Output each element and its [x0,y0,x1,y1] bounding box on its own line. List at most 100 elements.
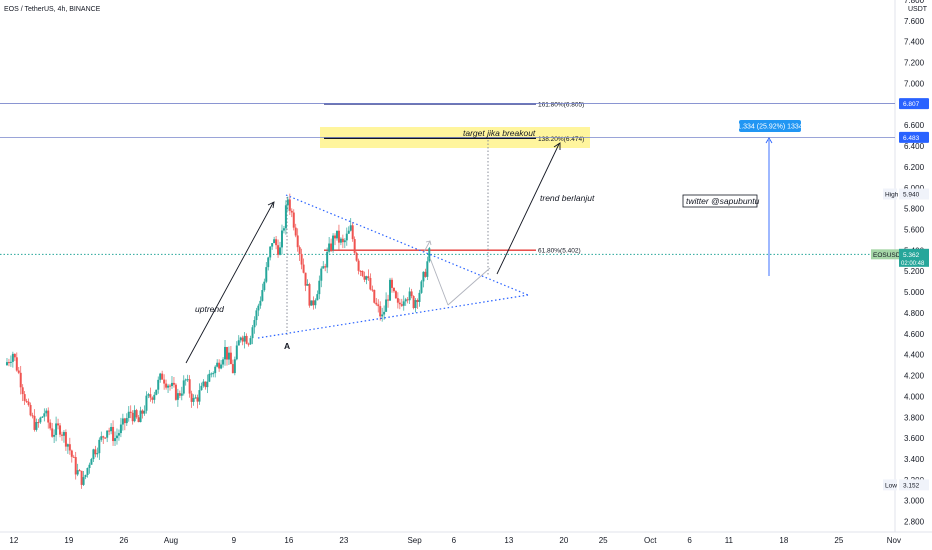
candle-body [35,422,38,430]
uptrend-label[interactable]: uptrend [195,304,224,314]
candle-body [57,423,60,426]
candle-body [70,450,73,457]
time-tick-label: 18 [779,536,788,545]
triangle-upper-line[interactable] [285,194,529,296]
breakout-arrow-head [553,142,561,150]
candle-body [312,300,315,306]
candle-body [349,225,352,231]
breakout-arrow-line[interactable] [496,143,560,275]
candle-body [324,266,327,268]
candle-body [180,393,183,396]
price-tick-label: 3.800 [904,413,925,422]
candle-body [328,243,331,252]
time-tick-label: Oct [644,536,657,545]
trend-label[interactable]: trend berlanjut [540,193,595,203]
candle-body [186,379,189,381]
candle-body [31,415,34,417]
low-value-box [899,479,929,491]
candle-body [157,379,160,390]
candle-body [53,434,56,437]
time-tick-label: 11 [725,536,734,545]
candle-body [17,370,20,373]
candle-body [47,410,50,423]
candle-body [92,449,95,460]
target-label[interactable]: target jika breakout [463,128,536,138]
candle-body [9,361,12,363]
candle-body [267,257,270,268]
candle-body [108,430,111,432]
candle-body [200,385,203,391]
candle-body [412,296,415,309]
low-value: 3.152 [903,482,920,489]
time-axis[interactable]: 12 19 26 Aug 9 16 23 Sep 6 13 20 25 Oct 6 11 18 25 Nov [9,536,901,545]
candle-body [161,373,164,380]
candle-body [290,210,293,213]
candle-body [174,384,177,400]
candle-body [64,432,67,447]
high-label-box [883,188,897,200]
candle-body [347,230,350,234]
time-tick-label: Nov [887,536,901,545]
candle-body [115,435,118,439]
candle-body [392,287,395,292]
time-tick-label: 19 [64,536,73,545]
candle-body [196,397,199,402]
candle-body [418,292,421,302]
price-tick-label: 4.400 [904,351,925,360]
level-high-badge: 6.807 [903,101,920,108]
candle-body [149,394,152,398]
low-label: Low [885,482,897,489]
candle-body [408,291,411,301]
candle-body [284,205,287,229]
low-label-box [883,479,897,491]
candle-body [308,284,311,306]
candle-body [100,436,103,440]
candle-body [210,373,213,375]
candle-body [424,271,427,277]
candle-body [96,453,99,455]
candle-body [310,300,313,306]
price-tick-label: 4.200 [904,372,925,381]
high-value-box [899,188,929,200]
price-tick-label: 5.200 [904,267,925,276]
candle-body [355,252,358,261]
fib-level-label: 61.80%(5.402) [538,248,581,255]
triangle-lower-line[interactable] [257,294,529,339]
candle-body [25,400,28,402]
candle-body [277,245,280,255]
candle-body [163,379,166,384]
fib-level-label: 161.80%(6.805) [538,101,584,108]
price-tick-label: 6.600 [904,121,925,130]
candle-body [13,353,16,358]
time-tick-label: 26 [119,536,128,545]
time-tick-label: 12 [9,536,18,545]
twitter-label[interactable]: twitter @sapubuntu [686,196,760,206]
candle-body [106,430,109,438]
candle-body [147,394,150,396]
candle-body [60,434,63,436]
price-axis[interactable]: 2.8003.0003.2003.4003.6003.8004.0004.200… [904,0,925,527]
candle-body [198,390,201,402]
candle-body [127,411,130,419]
price-tick-label: 3.400 [904,455,925,464]
candle-body [375,302,378,305]
candle-body [19,372,22,388]
candle-body [271,243,274,247]
candle-body [206,381,209,388]
candle-body [257,305,260,311]
time-tick-label: 13 [504,536,513,545]
price-unit: USDT [908,6,928,13]
candle-body [339,238,342,243]
candle-body [15,357,18,371]
symbol-badge: EOSUSDT [873,252,904,259]
candle-body [41,416,44,418]
projection-down-line [429,257,449,306]
level-target-badge-box [899,131,929,143]
price-tick-label: 4.800 [904,309,925,318]
uptrend-arrow-line[interactable] [185,202,274,364]
candle-body [117,433,120,436]
candle-body [302,264,305,273]
candle-body [208,373,211,382]
candle-body [194,397,197,399]
